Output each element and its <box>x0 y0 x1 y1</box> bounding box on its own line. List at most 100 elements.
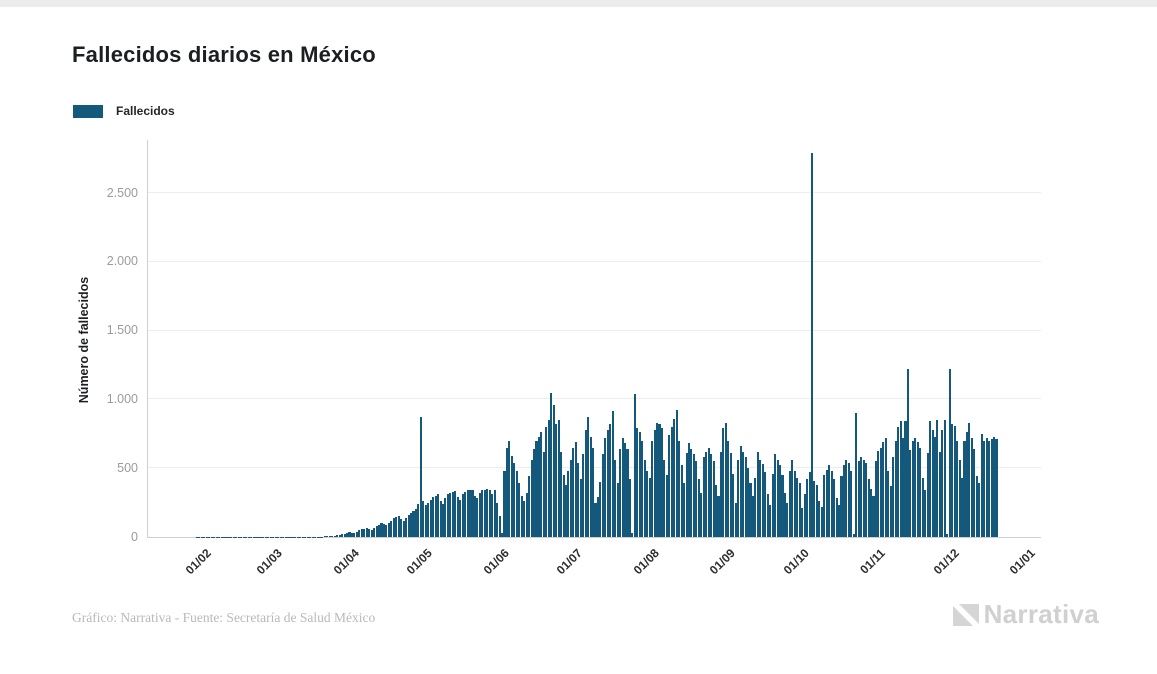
bar <box>978 483 981 537</box>
bar <box>518 483 521 537</box>
bar <box>336 535 339 537</box>
bar <box>510 455 513 537</box>
bar <box>668 435 671 537</box>
narrativa-n-icon <box>952 603 979 626</box>
bar <box>921 477 924 537</box>
bar <box>993 436 996 537</box>
bar <box>478 492 481 537</box>
bar <box>823 475 826 537</box>
bar <box>461 494 464 537</box>
bar <box>754 477 757 537</box>
bar <box>562 475 565 537</box>
bar <box>946 534 949 537</box>
bar <box>380 523 383 537</box>
bar <box>835 498 838 537</box>
bar <box>520 495 523 537</box>
bar <box>911 440 914 537</box>
bar <box>643 459 646 537</box>
bar <box>624 443 627 537</box>
bar <box>614 459 617 537</box>
bar <box>387 522 390 537</box>
bar <box>405 517 408 537</box>
bar <box>616 483 619 537</box>
bar <box>968 422 971 537</box>
bar <box>901 437 905 537</box>
bar <box>751 495 754 537</box>
bar <box>469 489 472 537</box>
bar <box>988 440 991 537</box>
legend-swatch-icon[interactable] <box>73 104 103 118</box>
bar <box>326 536 329 537</box>
bar <box>582 454 585 537</box>
bar <box>353 533 356 537</box>
bar <box>719 451 722 537</box>
bar <box>825 469 828 537</box>
bar <box>786 502 789 537</box>
bar <box>926 453 929 537</box>
x-tick-label: 01/04 <box>330 546 362 578</box>
bar <box>606 429 609 537</box>
bar <box>769 505 772 537</box>
bar <box>641 440 644 537</box>
bar <box>414 508 417 537</box>
attribution-text: Gráfico: Narrativa - Fuente: Secretaría … <box>72 610 376 625</box>
bar <box>655 422 659 537</box>
bar <box>594 502 597 537</box>
bar <box>774 454 777 537</box>
bar <box>466 490 469 537</box>
bar <box>670 426 673 537</box>
bar <box>395 517 398 537</box>
bar <box>545 426 548 537</box>
bar <box>577 462 580 537</box>
bar <box>936 420 939 537</box>
bar <box>382 524 385 537</box>
bar <box>441 503 445 537</box>
bar <box>515 470 518 537</box>
bar <box>501 532 504 537</box>
bar <box>424 505 427 537</box>
legend[interactable]: Fallecidos <box>73 104 175 118</box>
bar <box>564 484 568 537</box>
bar <box>715 484 718 537</box>
bar <box>348 532 351 537</box>
bar <box>552 404 555 537</box>
bar <box>990 439 993 537</box>
bar <box>439 501 442 537</box>
bar <box>626 448 629 537</box>
bar <box>870 488 873 537</box>
bar <box>744 457 747 537</box>
y-tick-label: 500 <box>117 460 138 475</box>
bar <box>621 437 624 537</box>
bar <box>532 448 536 537</box>
bar <box>437 494 440 537</box>
narrativa-logo: Narrativa <box>951 599 1099 630</box>
bar <box>705 451 708 537</box>
bar <box>557 420 560 537</box>
bar <box>899 421 902 537</box>
bar <box>530 459 533 537</box>
bar <box>980 433 983 537</box>
bar <box>788 470 791 537</box>
bar <box>574 442 577 537</box>
bar <box>547 420 550 537</box>
bar <box>874 461 877 537</box>
bar <box>412 510 415 537</box>
bar <box>756 451 759 537</box>
bar <box>663 459 666 537</box>
bar <box>953 425 956 537</box>
bar <box>449 492 452 537</box>
bar <box>592 447 595 537</box>
bar <box>820 506 823 537</box>
bar <box>729 453 732 537</box>
bar <box>508 440 511 537</box>
legend-label[interactable]: Fallecidos <box>116 104 175 118</box>
bar <box>378 524 381 537</box>
bar <box>842 465 845 537</box>
x-tick-label: 01/06 <box>480 546 512 578</box>
bar <box>505 447 508 537</box>
x-tick-label: 01/02 <box>182 546 214 578</box>
bar <box>542 451 545 537</box>
bar <box>486 488 489 537</box>
bar <box>956 440 959 537</box>
bar <box>560 451 563 537</box>
